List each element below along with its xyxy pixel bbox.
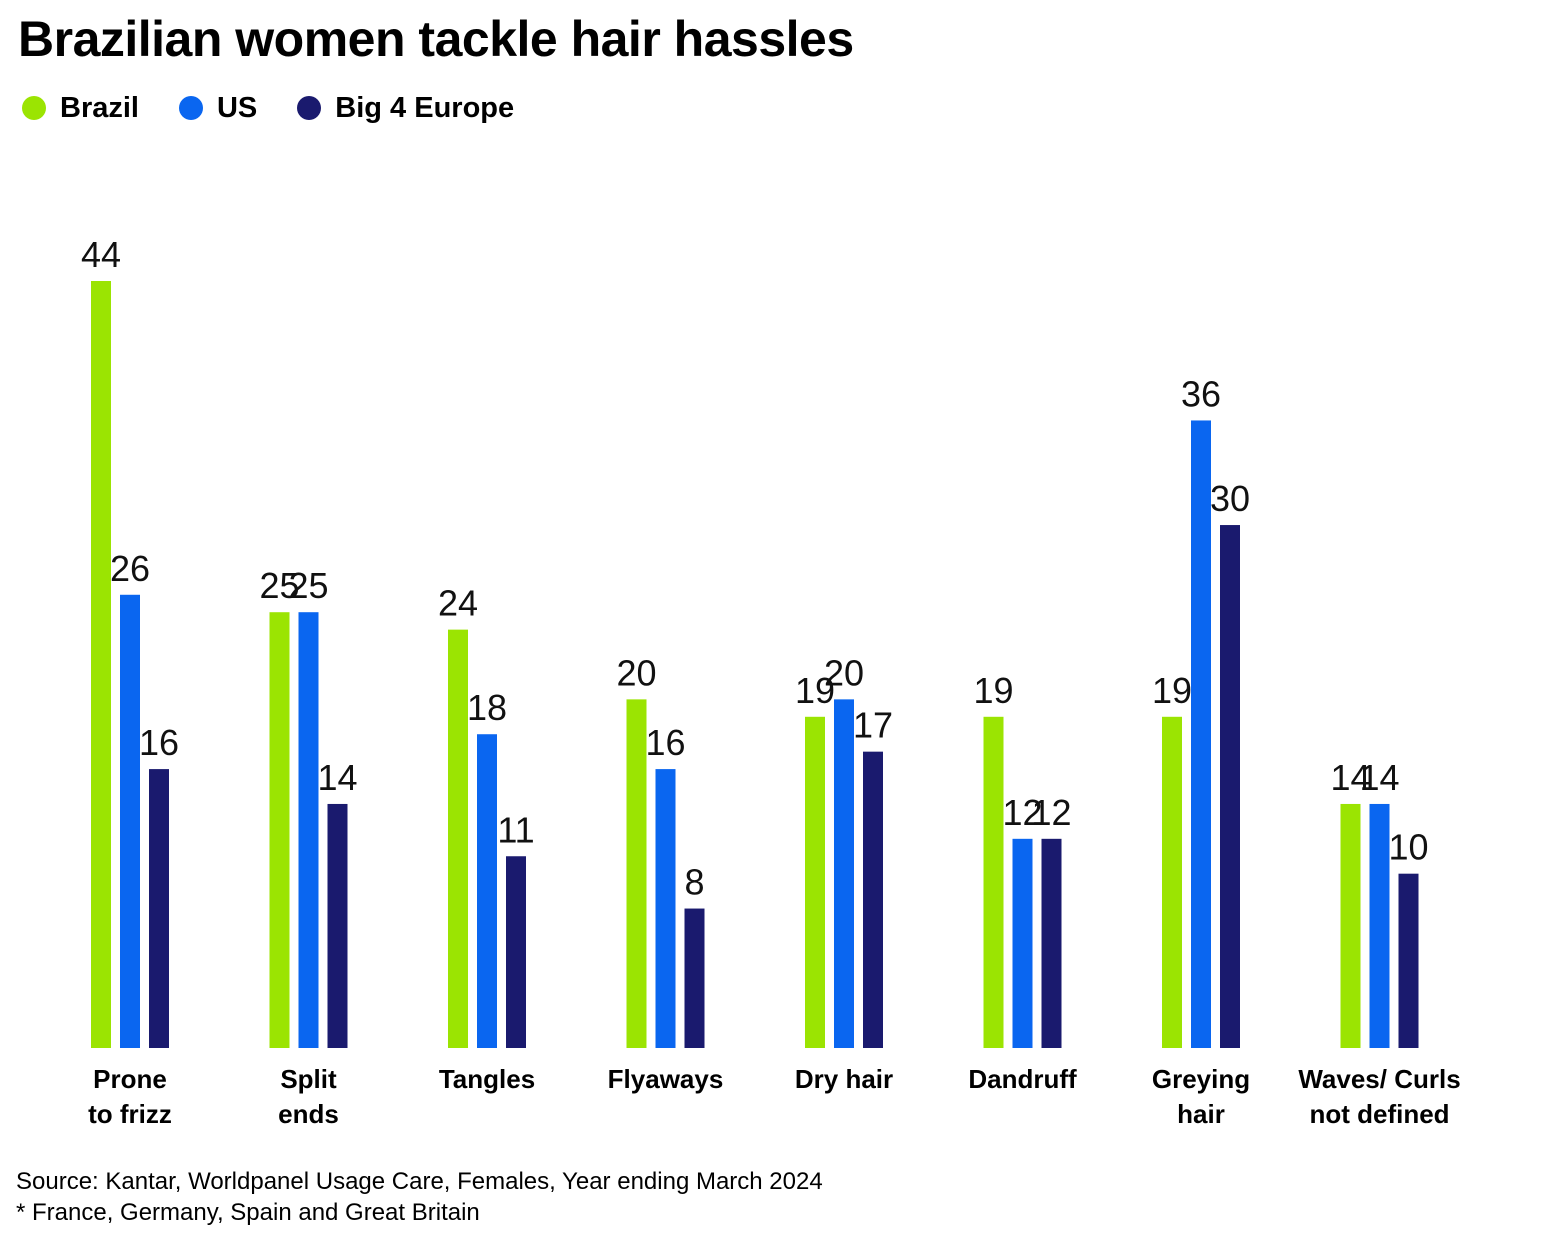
legend-label-brazil: Brazil <box>60 91 139 124</box>
data-label-us-greying-hair: 36 <box>1181 373 1221 414</box>
data-label-brazil-dandruff: 19 <box>973 670 1013 711</box>
bar-big-4-europe-tangles <box>506 856 526 1048</box>
data-label-big-4-europe-dandruff: 12 <box>1031 792 1071 833</box>
data-label-brazil-waves-curls-not-defined: 14 <box>1330 757 1370 798</box>
data-label-brazil-prone-to-frizz: 44 <box>81 234 121 275</box>
data-label-us-dry-hair: 20 <box>824 652 864 693</box>
data-label-big-4-europe-dry-hair: 17 <box>853 705 893 746</box>
bar-us-tangles <box>477 734 497 1048</box>
data-label-us-tangles: 18 <box>467 687 507 728</box>
bar-us-dandruff <box>1012 838 1033 1048</box>
category-label-prone-to-frizz: Prone to frizz <box>88 1064 172 1129</box>
bar-big-4-europe-waves-curls-not-defined <box>1398 873 1419 1048</box>
bar-big-4-europe-prone-to-frizz <box>149 769 169 1048</box>
category-label-greying-hair: Greying hair <box>1152 1064 1250 1129</box>
bar-us-flyaways <box>655 769 676 1048</box>
data-label-brazil-split-ends: 25 <box>259 565 299 606</box>
bar-us-prone-to-frizz <box>120 594 140 1048</box>
data-label-brazil-flyaways: 20 <box>616 652 656 693</box>
data-label-us-split-ends: 25 <box>288 565 328 606</box>
bar-big-4-europe-flyaways <box>684 908 705 1048</box>
category-label-split-ends: Split ends <box>278 1064 339 1129</box>
category-label-waves-curls-not-defined: Waves/ Curls not defined <box>1298 1064 1460 1129</box>
legend-item-big-4-europe: Big 4 Europe <box>297 92 514 125</box>
bar-brazil-split-ends <box>269 612 290 1048</box>
bar-big-4-europe-dandruff <box>1041 838 1062 1048</box>
legend-dot-big-4-europe <box>297 96 322 120</box>
category-label-flyaways: Flyaways <box>608 1064 724 1094</box>
legend-dot-us <box>178 96 203 120</box>
chart-legend: Brazil US Big 4 Europe <box>22 88 554 128</box>
bar-us-split-ends <box>298 612 319 1048</box>
bar-brazil-flyaways <box>626 699 647 1048</box>
category-label-tangles: Tangles <box>439 1064 535 1094</box>
bar-big-4-europe-dry-hair <box>863 751 883 1048</box>
data-label-brazil-tangles: 24 <box>438 583 478 624</box>
data-label-big-4-europe-prone-to-frizz: 16 <box>139 722 179 763</box>
bar-brazil-dandruff <box>983 716 1004 1048</box>
legend-dot-brazil <box>22 96 46 120</box>
bar-brazil-dry-hair <box>805 716 825 1048</box>
bar-big-4-europe-split-ends <box>327 803 348 1048</box>
legend-item-brazil: Brazil <box>22 92 139 125</box>
category-label-dry-hair: Dry hair <box>795 1064 893 1094</box>
data-label-brazil-greying-hair: 19 <box>1152 670 1192 711</box>
data-label-big-4-europe-tangles: 11 <box>497 809 534 850</box>
data-label-us-waves-curls-not-defined: 14 <box>1359 757 1399 798</box>
category-label-dandruff: Dandruff <box>968 1064 1077 1094</box>
legend-item-us: US <box>178 91 258 125</box>
data-label-us-prone-to-frizz: 26 <box>110 548 150 589</box>
data-label-us-flyaways: 16 <box>645 722 685 763</box>
chart-title: Brazilian women tackle hair hassles <box>18 11 854 67</box>
bar-us-dry-hair <box>834 699 854 1048</box>
bar-us-greying-hair <box>1191 420 1211 1048</box>
footnote: * France, Germany, Spain and Great Brita… <box>16 1199 480 1226</box>
bar-us-waves-curls-not-defined <box>1369 803 1390 1048</box>
legend-label-big-4-europe: Big 4 Europe <box>335 91 515 124</box>
data-label-big-4-europe-flyaways: 8 <box>684 862 704 903</box>
data-label-us-dandruff: 12 <box>1002 792 1042 833</box>
bar-brazil-prone-to-frizz <box>91 281 111 1048</box>
data-label-big-4-europe-split-ends: 14 <box>317 757 357 798</box>
data-label-brazil-dry-hair: 19 <box>795 670 835 711</box>
data-label-big-4-europe-waves-curls-not-defined: 10 <box>1388 827 1428 868</box>
bar-brazil-waves-curls-not-defined <box>1340 803 1361 1048</box>
bar-brazil-greying-hair <box>1162 716 1182 1048</box>
legend-label-us: US <box>216 91 258 124</box>
bar-brazil-tangles <box>448 629 468 1048</box>
source-note: Source: Kantar, Worldpanel Usage Care, F… <box>16 1168 823 1195</box>
data-label-big-4-europe-greying-hair: 30 <box>1210 478 1250 519</box>
bar-big-4-europe-greying-hair <box>1220 525 1240 1048</box>
